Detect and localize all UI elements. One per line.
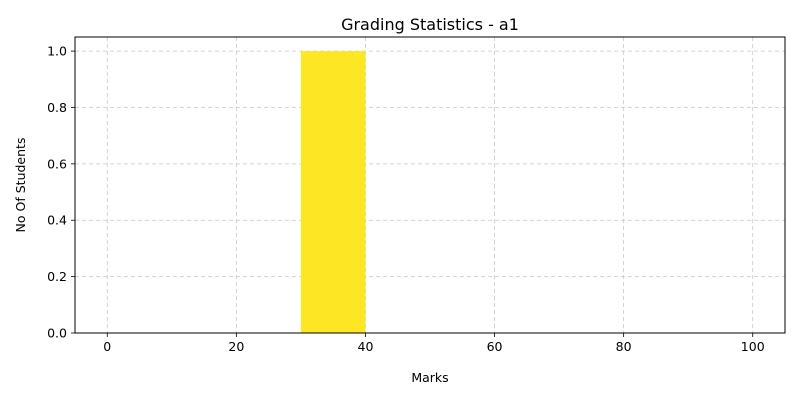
y-axis-ticks: 0.0 0.2 0.4 0.6 0.8 1.0: [47, 44, 75, 341]
x-axis-ticks: 0 20 40 60 80 100: [103, 333, 765, 354]
y-tick-label: 1.0: [47, 44, 67, 59]
x-tick-label: 40: [358, 339, 374, 354]
y-tick-label: 0.8: [47, 100, 67, 115]
y-tick-label: 0.2: [47, 269, 67, 284]
y-tick-label: 0.0: [47, 326, 67, 341]
x-tick-label: 100: [741, 339, 765, 354]
plot-frame: [74, 36, 786, 334]
y-axis-label: No Of Students: [13, 138, 28, 233]
bars: [300, 51, 366, 333]
x-tick-label: 20: [228, 339, 244, 354]
x-tick-label: 60: [487, 339, 503, 354]
x-tick-label: 80: [616, 339, 632, 354]
y-tick-label: 0.6: [47, 156, 67, 171]
grid-lines: [75, 37, 785, 334]
chart-title: Grading Statistics - a1: [341, 15, 519, 34]
y-tick-label: 0.4: [47, 213, 67, 228]
histogram-bar: [300, 51, 366, 333]
x-tick-label: 0: [103, 339, 111, 354]
x-axis-label: Marks: [411, 370, 448, 385]
